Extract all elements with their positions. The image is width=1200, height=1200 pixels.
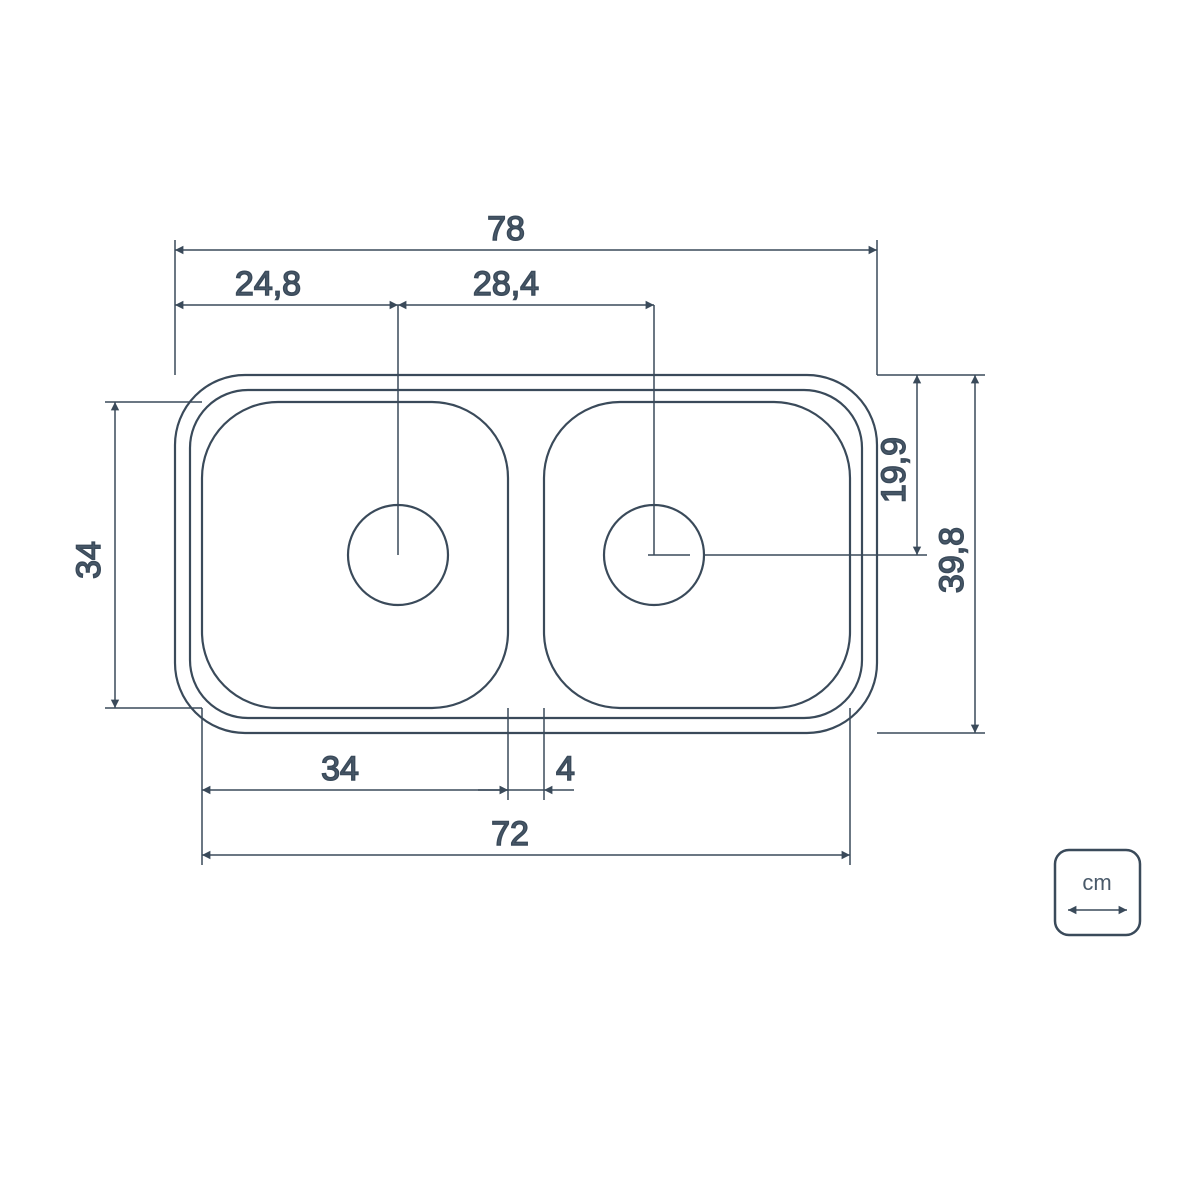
sink-body	[175, 305, 877, 733]
dim-overall-height-label: 39,8	[933, 527, 971, 593]
dim-bowls-total-label: 72	[491, 815, 529, 853]
unit-badge: cm	[1055, 850, 1140, 935]
dim-drain-left-offset-label: 24,8	[235, 265, 301, 303]
bowl-left	[202, 402, 508, 708]
outer-rim	[175, 375, 877, 733]
dim-bowl-height-label: 34	[70, 541, 108, 579]
dim-divider-gap-label: 4	[556, 750, 575, 788]
dim-overall-width-label: 78	[487, 210, 525, 248]
dim-drain-pitch-label: 28,4	[473, 265, 539, 303]
dim-bowl-width-label: 34	[321, 750, 359, 788]
dimensions: 78 24,8 28,4 34 19,9 39,8 34 4 72	[70, 210, 975, 855]
inner-rim	[190, 390, 862, 718]
dim-drain-to-top-label: 19,9	[875, 437, 913, 503]
unit-label: cm	[1082, 870, 1111, 895]
dimension-drawing: 78 24,8 28,4 34 19,9 39,8 34 4 72 cm	[0, 0, 1200, 1200]
